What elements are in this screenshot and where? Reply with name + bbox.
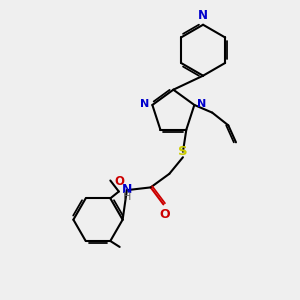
Text: O: O <box>114 175 124 188</box>
Text: N: N <box>140 99 149 109</box>
Text: N: N <box>122 183 132 196</box>
Text: H: H <box>123 192 131 202</box>
Text: S: S <box>178 145 188 158</box>
Text: N: N <box>198 9 208 22</box>
Text: N: N <box>197 99 207 109</box>
Text: O: O <box>159 208 170 221</box>
